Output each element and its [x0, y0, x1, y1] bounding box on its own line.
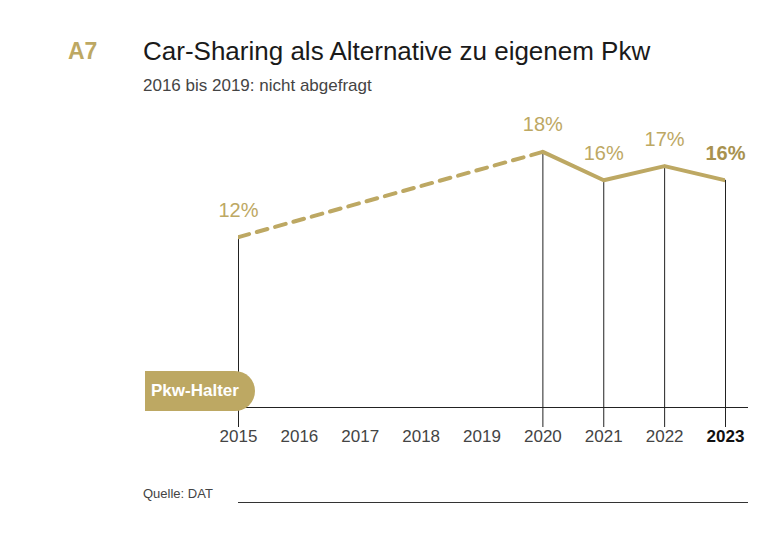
- svg-text:2021: 2021: [585, 427, 623, 446]
- svg-text:2023: 2023: [707, 427, 745, 446]
- svg-text:17%: 17%: [645, 128, 685, 150]
- svg-text:16%: 16%: [705, 142, 745, 164]
- svg-text:2018: 2018: [402, 427, 440, 446]
- svg-text:2019: 2019: [463, 427, 501, 446]
- svg-text:16%: 16%: [584, 142, 624, 164]
- html-text:A7: A7: [68, 38, 98, 64]
- svg-text:18%: 18%: [523, 113, 563, 135]
- svg-text:2017: 2017: [341, 427, 379, 446]
- svg-text:2015: 2015: [220, 427, 258, 446]
- html-text:Pkw-Halter: Pkw-Halter: [151, 381, 239, 400]
- svg-text:2022: 2022: [646, 427, 684, 446]
- svg-text:2016: 2016: [280, 427, 318, 446]
- html-text:Car-Sharing als Alternative zu: Car-Sharing als Alternative zu eigenem P…: [143, 36, 651, 66]
- svg-text:12%: 12%: [218, 199, 258, 221]
- html-text:2016 bis 2019: nicht abgefragt: 2016 bis 2019: nicht abgefragt: [143, 76, 372, 95]
- svg-text:2020: 2020: [524, 427, 562, 446]
- html-text:Quelle: DAT: Quelle: DAT: [143, 486, 213, 501]
